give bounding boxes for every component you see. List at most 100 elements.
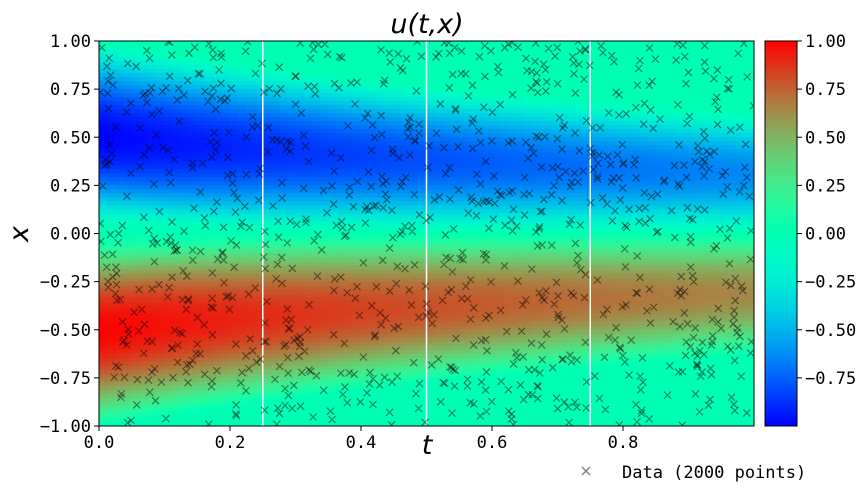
heatmap-cell (221, 69, 231, 74)
heatmap-cell (230, 125, 239, 130)
heatmap-cell (344, 373, 354, 379)
heatmap-cell (279, 329, 288, 335)
heatmap-cell (492, 293, 501, 299)
heatmap-cell (205, 81, 215, 86)
heatmap-cell (303, 133, 313, 138)
heatmap-cell (344, 149, 354, 154)
heatmap-cell (361, 285, 370, 291)
heatmap-cell (115, 173, 125, 178)
heatmap-cell (279, 273, 288, 279)
heatmap-cell (418, 361, 428, 367)
heatmap-cell (418, 357, 428, 363)
heatmap-cell (352, 193, 362, 199)
heatmap-cell (262, 301, 272, 307)
heatmap-cell (115, 325, 125, 331)
heatmap-cell (213, 361, 223, 367)
heatmap-cell (254, 217, 264, 223)
heatmap-cell (369, 265, 378, 271)
heatmap-cell (459, 409, 469, 415)
heatmap-cell (311, 161, 321, 166)
heatmap-cell (377, 269, 387, 275)
heatmap-cell (393, 333, 403, 339)
heatmap-cell (279, 121, 288, 126)
heatmap-cell (516, 165, 526, 170)
heatmap-cell (180, 53, 190, 58)
heatmap-cell (516, 253, 526, 259)
heatmap-cell (270, 89, 280, 94)
heatmap-cell (295, 193, 305, 199)
heatmap-cell (492, 141, 501, 146)
heatmap-cell (336, 221, 346, 227)
heatmap-cell (189, 413, 198, 419)
heatmap-cell (508, 257, 518, 263)
heatmap-cell (107, 65, 116, 70)
heatmap-cell (377, 401, 387, 407)
heatmap-cell (180, 257, 190, 263)
heatmap-cell (115, 137, 125, 142)
heatmap-cell (377, 341, 387, 347)
heatmap-cell (262, 245, 272, 251)
heatmap-cell (148, 233, 157, 239)
heatmap-cell (115, 181, 125, 186)
heatmap-cell (361, 157, 370, 162)
heatmap-cell (516, 189, 526, 194)
heatmap-cell (361, 93, 370, 98)
heatmap-cell (500, 345, 509, 351)
heatmap-cell (426, 233, 436, 239)
heatmap-cell (295, 237, 305, 243)
heatmap-cell (164, 133, 174, 138)
heatmap-cell (459, 145, 469, 150)
heatmap-cell (115, 257, 125, 263)
heatmap-cell (344, 261, 354, 267)
heatmap-cell (311, 137, 321, 142)
heatmap-cell (516, 269, 526, 275)
heatmap-cell (164, 365, 174, 371)
heatmap-cell (180, 357, 190, 363)
heatmap-cell (131, 389, 141, 395)
heatmap-cell (246, 245, 256, 251)
heatmap-cell (197, 205, 207, 211)
heatmap-cell (385, 229, 395, 235)
heatmap-cell (123, 333, 133, 339)
heatmap-cell (270, 365, 280, 371)
heatmap-cell (262, 221, 272, 227)
heatmap-cell (221, 349, 231, 355)
heatmap-cell (189, 109, 198, 114)
heatmap-cell (189, 41, 198, 46)
heatmap-cell (148, 201, 157, 207)
heatmap-cell (500, 421, 509, 426)
heatmap-cell (516, 85, 526, 90)
heatmap-cell (352, 125, 362, 130)
heatmap-cell (426, 369, 436, 375)
heatmap-cell (361, 341, 370, 347)
heatmap-cell (328, 133, 338, 138)
heatmap-cell (311, 169, 321, 174)
heatmap-cell (393, 101, 403, 106)
heatmap-cell (115, 321, 125, 327)
heatmap-cell (270, 233, 280, 239)
heatmap-cell (303, 217, 313, 223)
heatmap-cell (279, 301, 288, 307)
heatmap-cell (361, 337, 370, 343)
heatmap-cell (442, 105, 452, 110)
heatmap-cell (393, 329, 403, 335)
heatmap-cell (426, 417, 436, 423)
heatmap-cell (311, 309, 321, 315)
heatmap-cell (180, 273, 190, 279)
heatmap-cell (189, 209, 198, 215)
heatmap-cell (320, 285, 329, 291)
heatmap-cell (475, 177, 485, 182)
heatmap-cell (377, 177, 387, 182)
heatmap-cell (221, 373, 231, 379)
heatmap-cell (230, 269, 239, 275)
heatmap-cell (311, 369, 321, 375)
heatmap-cell (320, 377, 329, 383)
heatmap-cell (500, 45, 509, 50)
heatmap-cell (230, 73, 239, 78)
heatmap-cell (369, 401, 378, 407)
heatmap-cell (434, 401, 444, 407)
heatmap-cell (254, 293, 264, 299)
heatmap-cell (115, 125, 125, 130)
heatmap-cell (197, 277, 207, 283)
heatmap-cell (156, 325, 166, 331)
